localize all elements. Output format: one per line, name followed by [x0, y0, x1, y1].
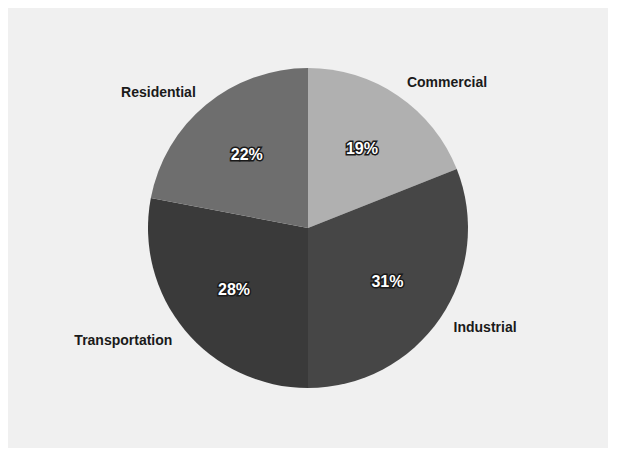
svg-text:Industrial: Industrial	[454, 319, 517, 335]
svg-text:22%: 22%	[231, 146, 263, 163]
svg-text:Transportation: Transportation	[74, 332, 172, 348]
svg-text:28%: 28%	[218, 281, 250, 298]
svg-text:31%: 31%	[371, 273, 403, 290]
svg-text:Residential: Residential	[121, 84, 196, 100]
svg-text:Commercial: Commercial	[407, 74, 487, 90]
svg-text:19%: 19%	[346, 140, 378, 157]
